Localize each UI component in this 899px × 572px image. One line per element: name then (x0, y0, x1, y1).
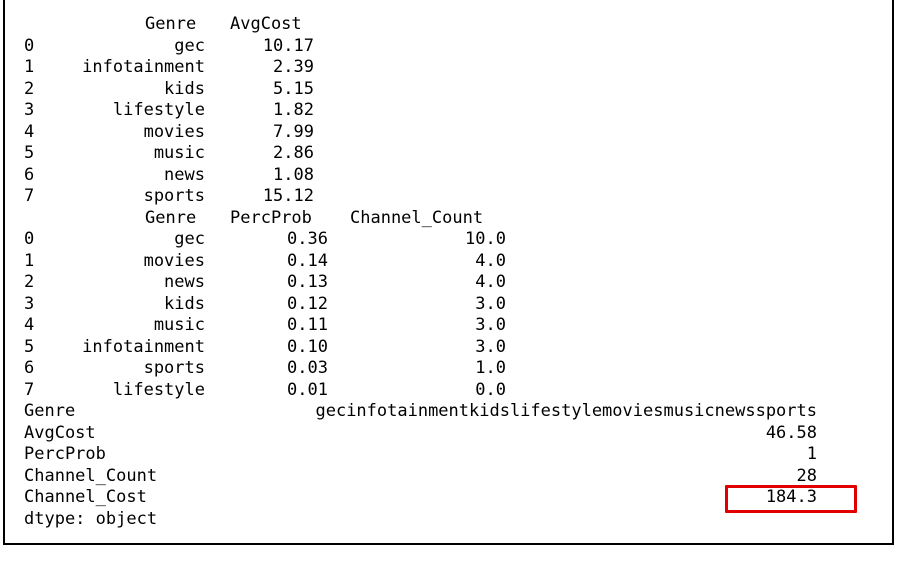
genre-cell: music (153, 143, 205, 163)
table-row: 6 sports 0.03 1.0 (5, 358, 892, 379)
series-key: Channel_Count (24, 466, 158, 486)
percprob-cell: 0.03 (287, 358, 328, 378)
avgcost-cell: 10.17 (262, 36, 314, 56)
table-row: 7 lifestyle 0.01 0.0 (5, 380, 892, 401)
table-row: 5 infotainment 0.10 3.0 (5, 337, 892, 358)
genre-cell: gec (174, 229, 205, 249)
avgcost-cell: 5.15 (273, 79, 314, 99)
percprob-cell: 0.10 (287, 337, 328, 357)
series-value: 46.58 (765, 423, 817, 443)
series-value: 1 (806, 444, 817, 464)
dtype-text: dtype: object (24, 509, 158, 529)
channel-count-cell: 4.0 (475, 251, 506, 271)
channel-count-cell: 1.0 (475, 358, 506, 378)
avgcost-cell: 1.08 (273, 165, 314, 185)
genre-cell: movies (143, 251, 205, 271)
series-row: Genre gecinfotainmentkidslifestylemovies… (5, 401, 892, 422)
row-index: 0 (24, 36, 35, 56)
series-key: PercProb (24, 444, 106, 464)
df1-col-genre: Genre (145, 14, 197, 34)
table-row: 7 sports 15.12 (5, 186, 892, 207)
genre-cell: lifestyle (112, 380, 205, 400)
channel-count-cell: 3.0 (475, 337, 506, 357)
series-key: Genre (24, 401, 76, 421)
genre-cell: music (153, 315, 205, 335)
row-index: 2 (24, 79, 35, 99)
console-output-frame: Genre AvgCost 0 gec 10.17 1 infotainment… (3, 0, 894, 545)
df2-col-percprob: PercProb (230, 208, 312, 228)
row-index: 6 (24, 165, 35, 185)
genre-cell: movies (143, 122, 205, 142)
table-row: 0 gec 0.36 10.0 (5, 229, 892, 250)
series-row: Channel_Cost 184.3 (5, 487, 892, 508)
genre-cell: lifestyle (112, 100, 205, 120)
row-index: 0 (24, 229, 35, 249)
table-row: 1 infotainment 2.39 (5, 57, 892, 78)
dtype-line: dtype: object (5, 509, 892, 530)
avgcost-cell: 1.82 (273, 100, 314, 120)
table-row: 3 kids 0.12 3.0 (5, 294, 892, 315)
table-row: 3 lifestyle 1.82 (5, 100, 892, 121)
table-row: 1 movies 0.14 4.0 (5, 251, 892, 272)
channel-count-cell: 3.0 (475, 315, 506, 335)
channel-count-cell: 10.0 (465, 229, 506, 249)
genre-cell: sports (143, 358, 205, 378)
channel-count-cell: 4.0 (475, 272, 506, 292)
avgcost-cell: 2.86 (273, 143, 314, 163)
percprob-cell: 0.12 (287, 294, 328, 314)
percprob-cell: 0.11 (287, 315, 328, 335)
df1-header: Genre AvgCost (5, 14, 892, 35)
avgcost-cell: 2.39 (273, 57, 314, 77)
channel-count-cell: 0.0 (475, 380, 506, 400)
table-row: 6 news 1.08 (5, 165, 892, 186)
series-key: Channel_Cost (24, 487, 147, 507)
row-index: 5 (24, 337, 35, 357)
row-index: 4 (24, 315, 35, 335)
genre-cell: infotainment (82, 57, 205, 77)
series-key: AvgCost (24, 423, 96, 443)
series-value: gecinfotainmentkidslifestylemoviesmusicn… (315, 401, 817, 421)
series-value: 28 (796, 466, 817, 486)
percprob-cell: 0.13 (287, 272, 328, 292)
row-index: 1 (24, 57, 35, 77)
df1-col-avgcost: AvgCost (230, 14, 302, 34)
genre-cell: news (164, 165, 205, 185)
row-index: 3 (24, 100, 35, 120)
row-index: 7 (24, 186, 35, 206)
row-index: 7 (24, 380, 35, 400)
table-row: 2 kids 5.15 (5, 79, 892, 100)
df2-col-genre: Genre (145, 208, 197, 228)
df2-col-channel-count: Channel_Count (350, 208, 484, 228)
table-row: 5 music 2.86 (5, 143, 892, 164)
row-index: 4 (24, 122, 35, 142)
genre-cell: sports (143, 186, 205, 206)
channel-count-cell: 3.0 (475, 294, 506, 314)
table-row: 4 movies 7.99 (5, 122, 892, 143)
row-index: 6 (24, 358, 35, 378)
row-index: 5 (24, 143, 35, 163)
highlight-box (725, 485, 857, 513)
console-output: Genre AvgCost 0 gec 10.17 1 infotainment… (5, 0, 892, 543)
series-row: PercProb 1 (5, 444, 892, 465)
genre-cell: kids (164, 294, 205, 314)
series-value-channel-cost: 184.3 (765, 487, 817, 507)
percprob-cell: 0.14 (287, 251, 328, 271)
genre-cell: infotainment (82, 337, 205, 357)
row-index: 2 (24, 272, 35, 292)
table-row: 0 gec 10.17 (5, 36, 892, 57)
percprob-cell: 0.01 (287, 380, 328, 400)
table-row: 4 music 0.11 3.0 (5, 315, 892, 336)
percprob-cell: 0.36 (287, 229, 328, 249)
series-row: AvgCost 46.58 (5, 423, 892, 444)
avgcost-cell: 7.99 (273, 122, 314, 142)
series-row: Channel_Count 28 (5, 466, 892, 487)
avgcost-cell: 15.12 (262, 186, 314, 206)
genre-cell: news (164, 272, 205, 292)
genre-cell: kids (164, 79, 205, 99)
row-index: 3 (24, 294, 35, 314)
table-row: 2 news 0.13 4.0 (5, 272, 892, 293)
row-index: 1 (24, 251, 35, 271)
df2-header: Genre PercProb Channel_Count (5, 208, 892, 229)
genre-cell: gec (174, 36, 205, 56)
